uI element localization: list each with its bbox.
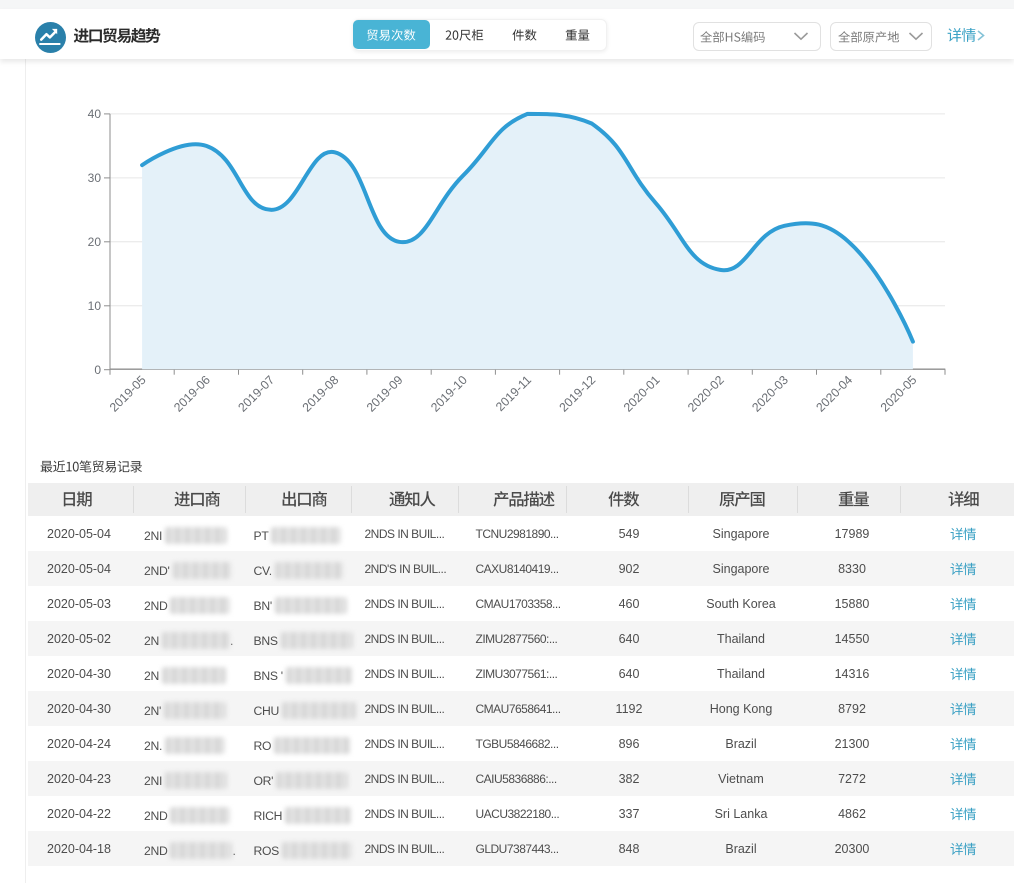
svg-text:30: 30 (88, 171, 102, 185)
svg-text:2019-11: 2019-11 (493, 373, 534, 414)
svg-text:20: 20 (88, 235, 102, 249)
svg-text:10: 10 (88, 299, 102, 313)
svg-text:0: 0 (94, 363, 101, 377)
svg-text:40: 40 (88, 107, 102, 121)
svg-text:2020-04: 2020-04 (813, 373, 855, 415)
svg-text:2020-01: 2020-01 (621, 373, 663, 415)
svg-text:2019-12: 2019-12 (557, 373, 599, 415)
svg-text:2020-05: 2020-05 (878, 373, 920, 415)
svg-text:2019-10: 2019-10 (428, 373, 470, 415)
svg-text:2020-02: 2020-02 (685, 373, 727, 415)
svg-text:2019-05: 2019-05 (107, 373, 149, 415)
svg-text:2019-09: 2019-09 (364, 373, 406, 415)
svg-text:2020-03: 2020-03 (749, 373, 791, 415)
svg-text:2019-08: 2019-08 (300, 373, 342, 415)
svg-text:2019-07: 2019-07 (235, 373, 277, 415)
svg-text:2019-06: 2019-06 (171, 373, 213, 415)
